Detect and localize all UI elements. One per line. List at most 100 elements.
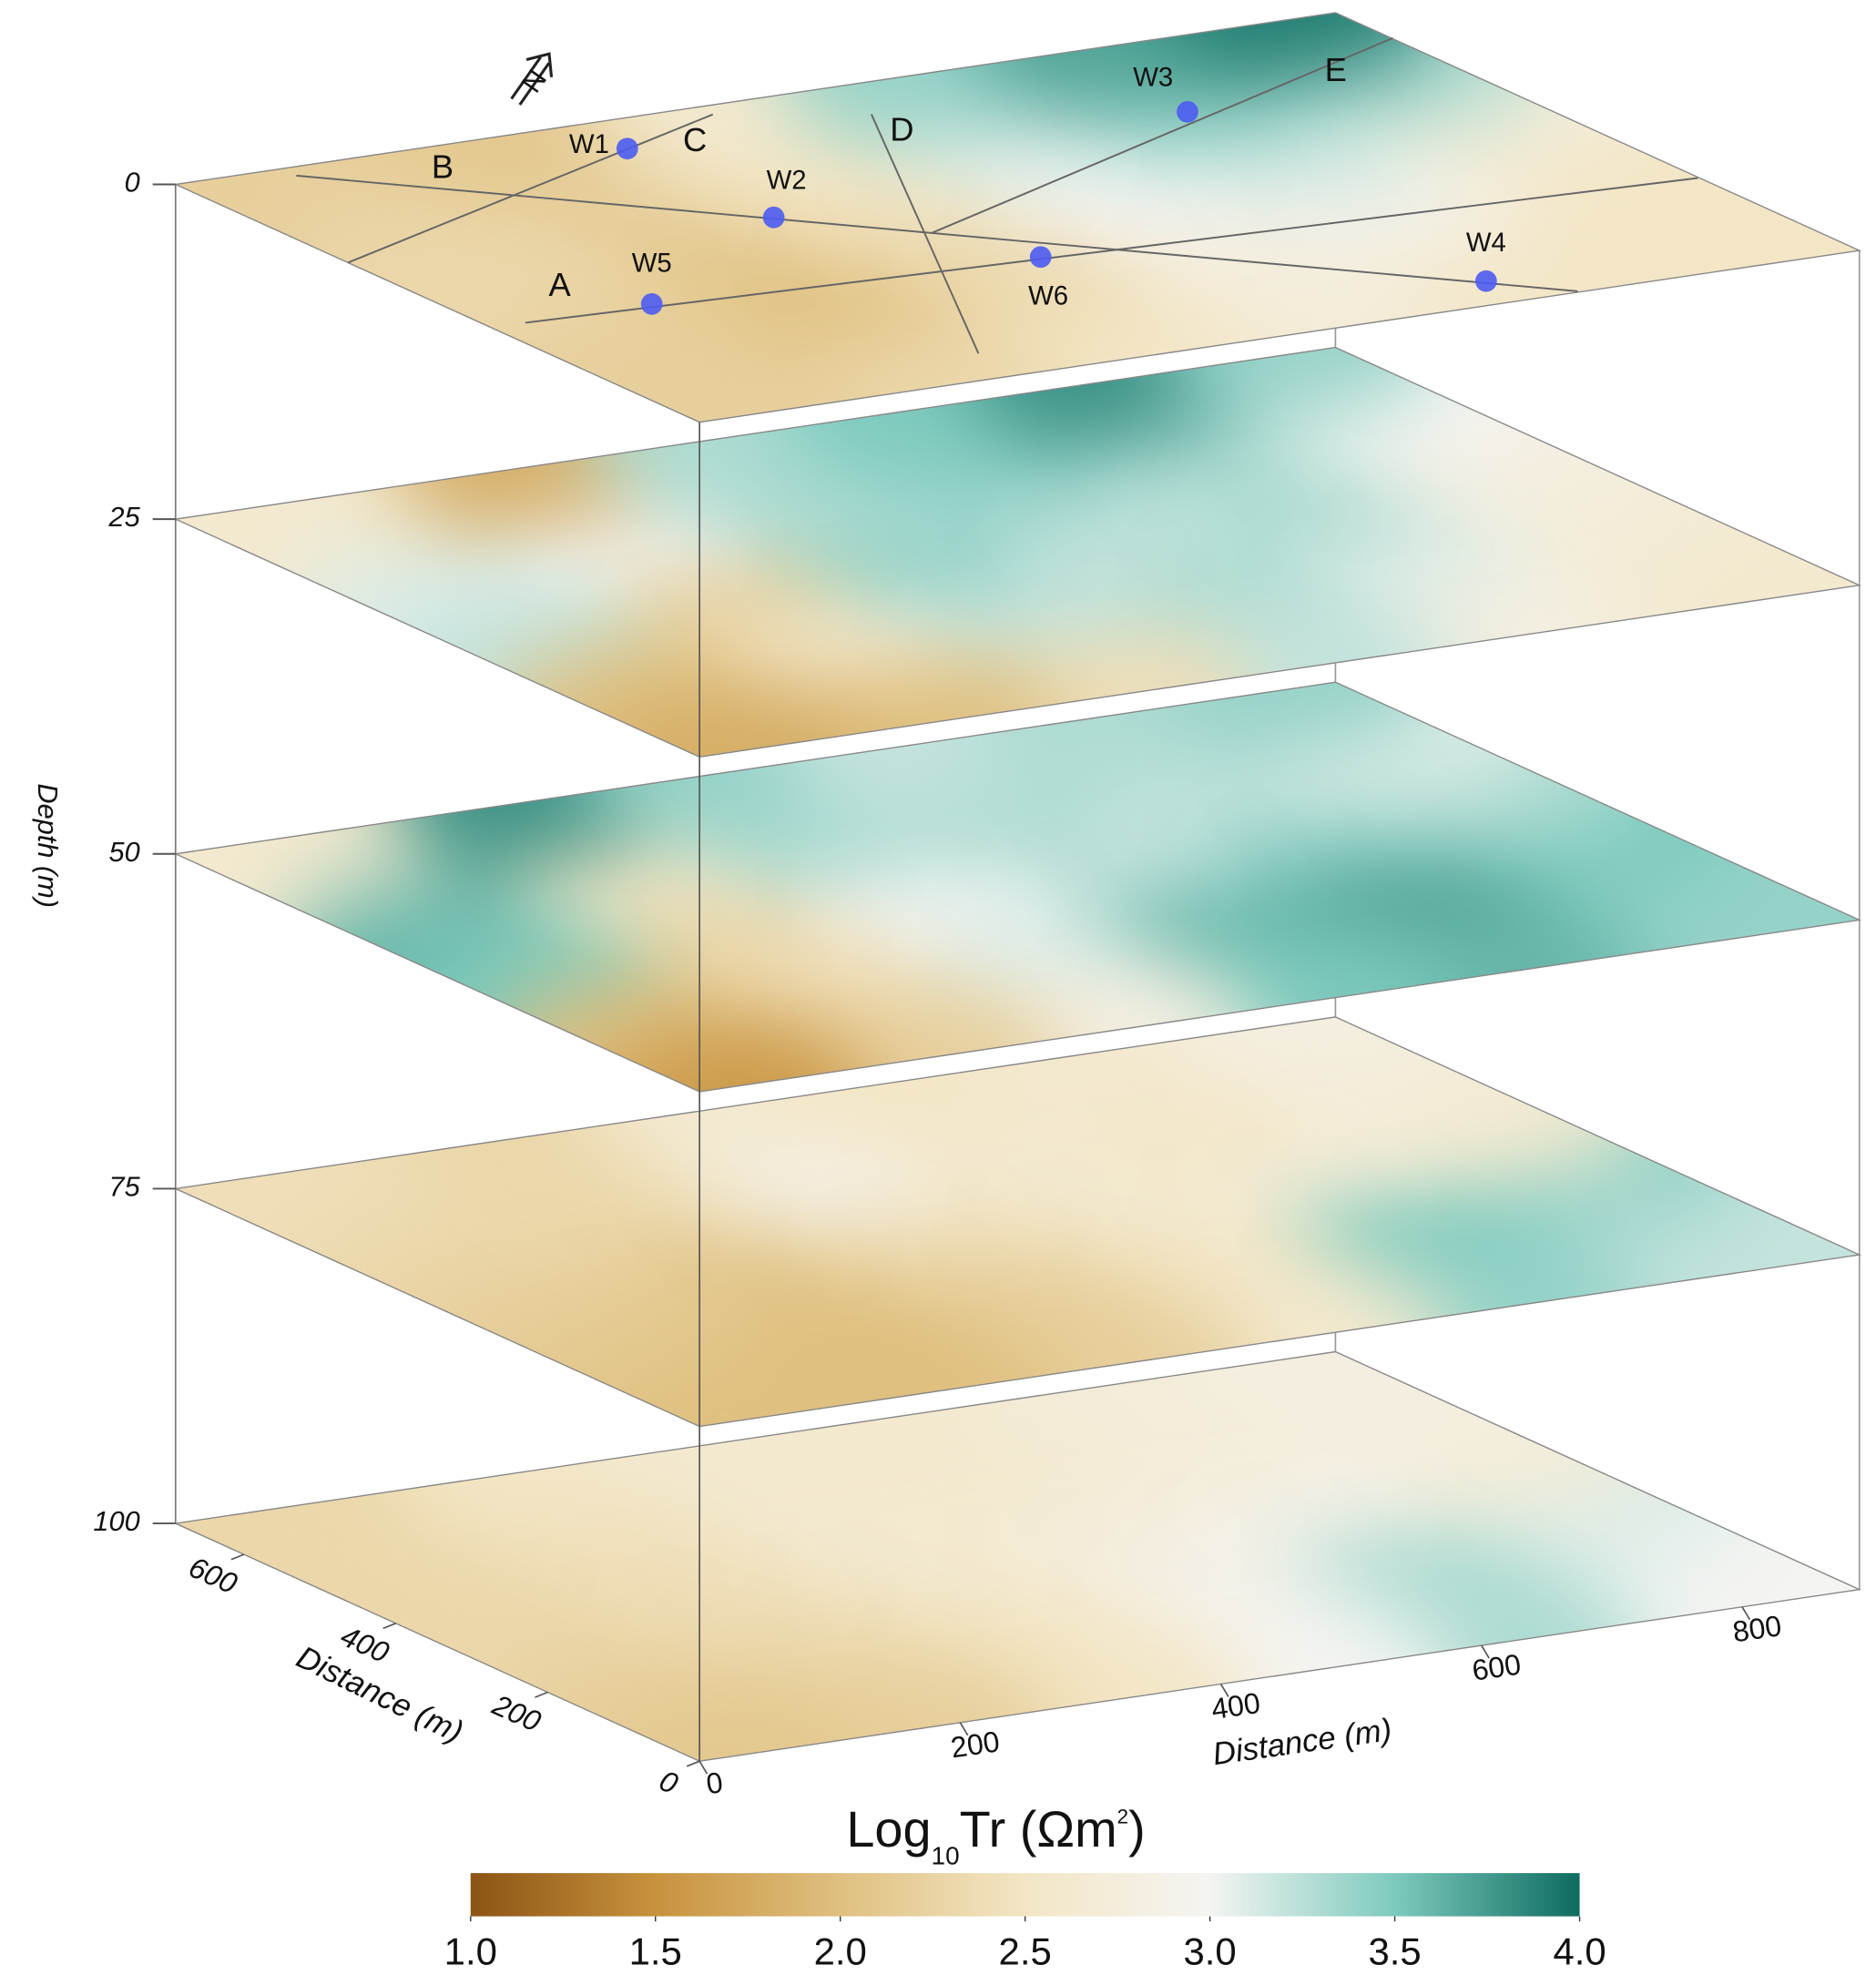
slice-cell xyxy=(1368,231,1667,308)
slice-cell xyxy=(964,834,1264,911)
slice-cell xyxy=(578,891,877,969)
slice-cell xyxy=(489,1302,789,1379)
slice-cell xyxy=(1142,12,1441,89)
slice-cell xyxy=(876,1245,1175,1322)
slice-cell xyxy=(280,537,579,615)
slice-cell xyxy=(1561,1206,1860,1284)
z-tick-label: 75 xyxy=(108,1171,140,1203)
slice-cell xyxy=(860,787,1159,863)
slice-cell xyxy=(1069,212,1369,290)
slice-cell xyxy=(489,968,789,1044)
slice-cell xyxy=(562,768,861,845)
slice-cell xyxy=(1263,853,1562,931)
slice-cell xyxy=(562,433,861,510)
slice-outline xyxy=(173,346,1862,758)
slice-cell xyxy=(981,623,1280,700)
profile-label: C xyxy=(683,121,707,158)
slice-cell xyxy=(1158,1475,1457,1552)
slice-cell xyxy=(1263,518,1562,596)
north-label: N xyxy=(515,64,553,98)
x-tick xyxy=(1219,1684,1229,1697)
slice-field xyxy=(175,347,1860,758)
slice-cell xyxy=(1142,1351,1441,1429)
slice-outline xyxy=(173,12,1862,423)
well-label: W6 xyxy=(1028,281,1068,311)
slice-cell xyxy=(369,127,668,204)
slice-cell xyxy=(1174,260,1473,337)
slice-outline xyxy=(173,1016,1862,1428)
slice-cell xyxy=(1158,1140,1457,1217)
slice-cell xyxy=(474,1513,772,1591)
colorbar-title-sup: 2 xyxy=(1117,1806,1128,1828)
colorbar-tick-label: 1.0 xyxy=(444,1930,497,1973)
slice-cell xyxy=(1368,901,1667,978)
slice-cell xyxy=(964,165,1264,241)
slice-cell xyxy=(1069,881,1369,959)
slice-cell xyxy=(860,452,1159,529)
slice-cell xyxy=(683,270,982,346)
y-tick-label: 200 xyxy=(487,1688,546,1738)
z-tick-label: 50 xyxy=(108,836,139,868)
x-tick xyxy=(1741,1606,1751,1621)
slice-cell xyxy=(369,462,668,538)
slice-cell xyxy=(1456,1159,1755,1237)
slice-cell xyxy=(1174,1599,1473,1675)
north-arrow xyxy=(510,52,554,106)
slice-cell xyxy=(788,1656,1086,1733)
y-tick xyxy=(230,1553,245,1561)
slice-cell xyxy=(948,376,1248,453)
well-label: W2 xyxy=(767,165,807,195)
slice-cell xyxy=(369,1131,668,1208)
slice-cell xyxy=(1456,824,1755,901)
slice-cell xyxy=(1069,547,1369,624)
slice-cell xyxy=(964,499,1264,576)
slice-cell xyxy=(1561,537,1860,615)
slice-cell xyxy=(489,1637,789,1714)
slice-cell xyxy=(175,825,474,902)
slice-cell xyxy=(1174,595,1473,672)
slice-cell xyxy=(369,1466,668,1542)
slice-cell xyxy=(1263,184,1562,260)
slice-cell xyxy=(474,1178,772,1256)
slice-cell xyxy=(1247,1399,1545,1476)
slice-cell xyxy=(474,174,772,251)
x-tick-label: 800 xyxy=(1730,1609,1783,1648)
profile-label: E xyxy=(1325,51,1347,88)
slice-cell xyxy=(578,222,877,299)
profile-line xyxy=(932,36,1393,234)
slice-cell xyxy=(755,404,1054,482)
slice-cell xyxy=(562,1103,861,1179)
slice-cell xyxy=(1456,1494,1755,1571)
well-label: W4 xyxy=(1466,228,1506,258)
slice-cell xyxy=(578,556,877,634)
slice-cell xyxy=(667,1150,965,1227)
slice-cell xyxy=(1351,107,1650,185)
slice-cell xyxy=(683,1608,982,1685)
slice-cell xyxy=(683,604,982,681)
y-tick xyxy=(686,1760,700,1767)
slice xyxy=(175,347,1860,758)
well xyxy=(640,293,663,315)
slice-outline xyxy=(173,1350,1862,1762)
slice-cell xyxy=(280,1542,579,1619)
slice-cell xyxy=(1069,1216,1369,1294)
slice-cell xyxy=(384,585,684,662)
slice-cell xyxy=(771,1197,1070,1275)
slice-cell xyxy=(788,317,1086,394)
x-tick-label: 0 xyxy=(704,1766,725,1800)
z-axis-title: Depth (m) xyxy=(32,783,64,908)
x-tick xyxy=(959,1722,969,1736)
y-tick-label: 0 xyxy=(655,1764,683,1800)
slice-field xyxy=(175,1351,1860,1762)
slice-cell xyxy=(788,986,1086,1064)
colorbar-title-part: ) xyxy=(1128,1800,1146,1858)
slice-cell xyxy=(489,633,789,710)
slice-cell xyxy=(1561,1542,1860,1619)
slice-cell xyxy=(860,1456,1159,1533)
slice-cell xyxy=(369,796,668,873)
slice-cell xyxy=(175,1494,474,1572)
slice-cell xyxy=(1351,777,1650,854)
slice-cell xyxy=(771,528,1070,605)
slice-cell xyxy=(1053,423,1352,500)
